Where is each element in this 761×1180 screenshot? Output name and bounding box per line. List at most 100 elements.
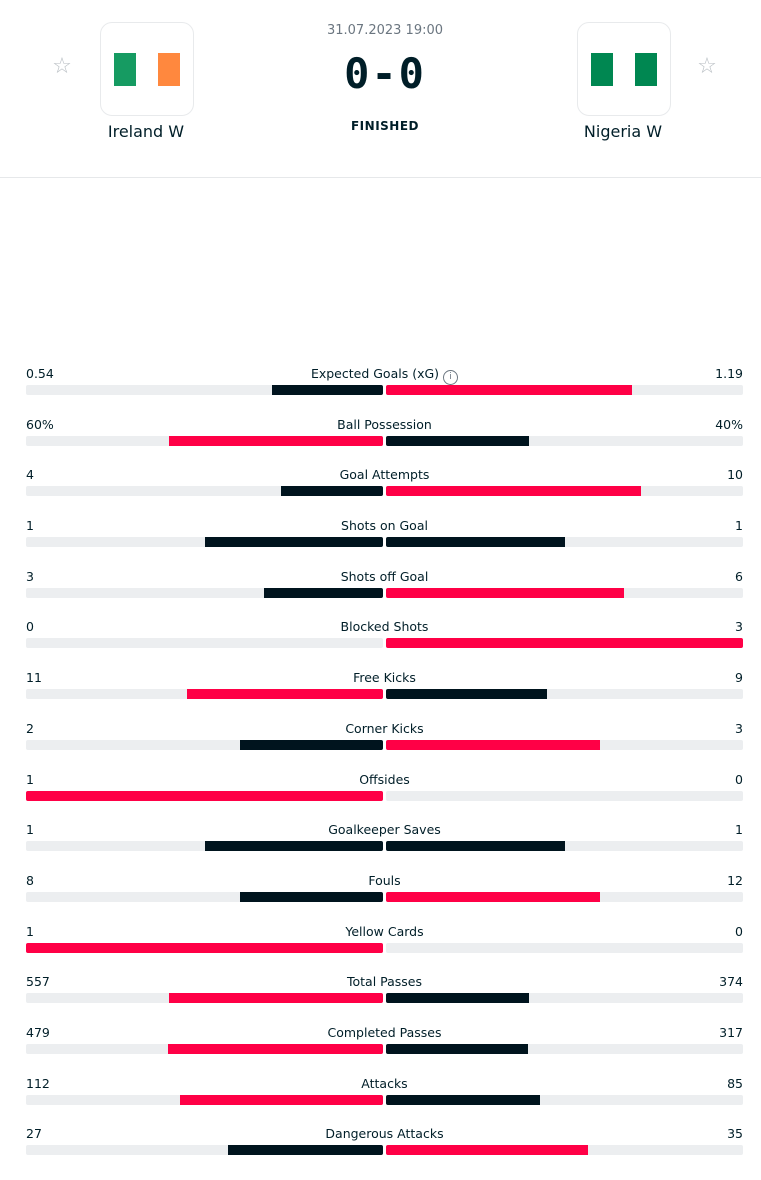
stat-home-bar bbox=[26, 841, 383, 852]
stat-home-bar bbox=[26, 739, 383, 750]
stat-home-bar-fill bbox=[227, 1145, 383, 1156]
stat-label-text: Free Kicks bbox=[353, 670, 416, 686]
info-icon[interactable]: i bbox=[443, 370, 459, 385]
stat-away-value: 1 bbox=[735, 822, 743, 838]
stat-away-bar bbox=[386, 537, 743, 548]
stat-label: Shots off Goal bbox=[26, 569, 743, 585]
stat-label: Attacks bbox=[26, 1076, 743, 1092]
stat-label-text: Blocked Shots bbox=[340, 619, 429, 635]
stat-away-value: 9 bbox=[735, 670, 743, 686]
stat-away-value: 3 bbox=[735, 720, 743, 736]
stat-home-value: 479 bbox=[26, 1024, 50, 1040]
match-score: 0-0 bbox=[344, 49, 426, 98]
stat-away-value: 317 bbox=[719, 1024, 743, 1040]
stat-label-text: Offsides bbox=[359, 771, 410, 787]
away-team-name[interactable]: Nigeria W bbox=[583, 122, 663, 141]
stat-home-value: 112 bbox=[26, 1075, 50, 1091]
stat-label-text: Expected Goals (xG) bbox=[310, 366, 440, 381]
stat-away-value: 10 bbox=[727, 467, 743, 483]
stat-away-value: 40% bbox=[715, 416, 743, 432]
stat-home-bar bbox=[26, 486, 383, 497]
match-status: FINISHED bbox=[350, 119, 419, 133]
stat-away-bar bbox=[386, 942, 743, 953]
stat-row: 1 Offsides 0 bbox=[26, 770, 743, 821]
stat-row: 112 Attacks 85 bbox=[26, 1074, 743, 1125]
stat-away-value: 0 bbox=[735, 771, 743, 787]
stat-label: Corner Kicks bbox=[26, 721, 743, 737]
stat-row: 3 Shots off Goal 6 bbox=[26, 567, 743, 618]
stat-row: 2 Corner Kicks 3 bbox=[26, 719, 743, 770]
stat-home-bar-fill bbox=[180, 1094, 383, 1105]
stat-home-bar-fill bbox=[168, 435, 383, 446]
stat-label-text: Shots on Goal bbox=[341, 518, 428, 534]
stat-away-bar-fill bbox=[386, 1094, 541, 1105]
stat-label-text: Corner Kicks bbox=[345, 720, 424, 736]
stat-away-bar bbox=[386, 689, 743, 700]
stat-away-bar bbox=[386, 1094, 743, 1105]
stat-away-bar bbox=[386, 993, 743, 1004]
stat-away-bar bbox=[386, 739, 743, 750]
stat-away-bar-fill bbox=[386, 689, 547, 700]
stat-label-text: Total Passes bbox=[346, 974, 423, 990]
stat-home-bar bbox=[26, 385, 383, 395]
stat-home-bar-fill bbox=[168, 1043, 383, 1054]
stat-home-value: 1 bbox=[26, 923, 34, 939]
stat-away-value: 12 bbox=[727, 872, 743, 888]
match-datetime: 31.07.2023 19:00 bbox=[326, 23, 444, 38]
stat-away-bar-fill bbox=[386, 486, 641, 497]
stat-home-bar-fill bbox=[26, 942, 383, 953]
stat-home-bar-fill bbox=[281, 486, 383, 497]
stat-home-value: 60% bbox=[26, 416, 54, 432]
stat-row: 60% Ball Possession 40% bbox=[26, 415, 743, 466]
statistics-list: 0.54 Expected Goals (xG) i 1.19 60% Ball Poss… bbox=[26, 364, 743, 1175]
stat-home-bar bbox=[26, 993, 383, 1004]
stat-home-value: 8 bbox=[26, 872, 34, 888]
stat-away-bar bbox=[386, 435, 743, 446]
stat-away-bar-fill bbox=[386, 587, 624, 598]
stat-away-value: 0 bbox=[735, 923, 743, 939]
stat-home-value: 0 bbox=[26, 619, 34, 635]
stat-label: Dangerous Attacks bbox=[26, 1126, 743, 1142]
stat-label-text: Ball Possession bbox=[337, 416, 432, 432]
stat-home-value: 4 bbox=[26, 467, 34, 483]
stat-away-bar bbox=[386, 790, 743, 801]
stat-row: 0 Blocked Shots 3 bbox=[26, 617, 743, 668]
stat-row: 1 Shots on Goal 1 bbox=[26, 516, 743, 567]
stat-home-bar bbox=[26, 891, 383, 902]
stat-label-text: Yellow Cards bbox=[345, 923, 424, 939]
stat-away-bar-fill bbox=[386, 1145, 588, 1156]
stat-label: Goalkeeper Saves bbox=[26, 822, 743, 838]
stat-label: Blocked Shots bbox=[26, 619, 743, 635]
home-team-logo[interactable] bbox=[100, 22, 194, 116]
stat-home-bar bbox=[26, 587, 383, 598]
stat-away-bar bbox=[386, 385, 743, 395]
stat-away-bar bbox=[386, 1043, 743, 1054]
stat-home-bar bbox=[26, 435, 383, 446]
stat-away-value: 85 bbox=[727, 1075, 743, 1091]
stat-home-bar-fill bbox=[26, 790, 383, 801]
stat-away-bar bbox=[386, 841, 743, 852]
stat-row: 0.54 Expected Goals (xG) i 1.19 bbox=[26, 364, 743, 415]
stat-row: 479 Completed Passes 317 bbox=[26, 1023, 743, 1074]
star-icon[interactable]: ☆ bbox=[52, 54, 72, 79]
stat-row: 1 Goalkeeper Saves 1 bbox=[26, 820, 743, 871]
stat-away-bar-fill bbox=[386, 993, 530, 1004]
stat-away-bar bbox=[386, 638, 743, 649]
stat-away-value: 35 bbox=[727, 1126, 743, 1142]
stat-row: 557 Total Passes 374 bbox=[26, 972, 743, 1023]
stat-home-value: 3 bbox=[26, 568, 34, 584]
stat-home-bar bbox=[26, 790, 383, 801]
stat-label-text: Fouls bbox=[368, 872, 401, 888]
stat-away-value: 374 bbox=[719, 974, 743, 990]
stat-row: 8 Fouls 12 bbox=[26, 871, 743, 922]
home-team-name[interactable]: Ireland W bbox=[107, 122, 185, 141]
stat-home-bar bbox=[26, 638, 383, 649]
away-team-logo[interactable] bbox=[577, 22, 671, 116]
stat-label: Expected Goals (xG) i bbox=[26, 366, 743, 385]
stat-home-value: 27 bbox=[26, 1126, 42, 1142]
stat-home-value: 2 bbox=[26, 720, 34, 736]
stat-label: Shots on Goal bbox=[26, 518, 743, 534]
stat-away-bar bbox=[386, 587, 743, 598]
ireland-flag-icon bbox=[114, 53, 180, 86]
star-icon[interactable]: ☆ bbox=[697, 54, 717, 79]
